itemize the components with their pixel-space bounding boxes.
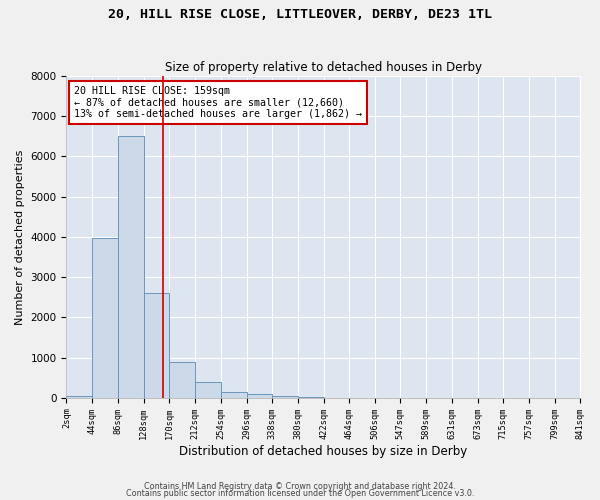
Bar <box>272 396 298 398</box>
Y-axis label: Number of detached properties: Number of detached properties <box>15 149 25 324</box>
Bar <box>195 382 221 398</box>
Title: Size of property relative to detached houses in Derby: Size of property relative to detached ho… <box>165 60 482 74</box>
Text: 20 HILL RISE CLOSE: 159sqm
← 87% of detached houses are smaller (12,660)
13% of : 20 HILL RISE CLOSE: 159sqm ← 87% of deta… <box>74 86 362 119</box>
Bar <box>143 293 169 398</box>
Bar <box>169 362 195 398</box>
Bar <box>118 136 143 398</box>
Bar <box>221 392 247 398</box>
Text: Contains public sector information licensed under the Open Government Licence v3: Contains public sector information licen… <box>126 490 474 498</box>
X-axis label: Distribution of detached houses by size in Derby: Distribution of detached houses by size … <box>179 444 467 458</box>
Bar <box>247 394 272 398</box>
Text: 20, HILL RISE CLOSE, LITTLEOVER, DERBY, DE23 1TL: 20, HILL RISE CLOSE, LITTLEOVER, DERBY, … <box>108 8 492 20</box>
Text: Contains HM Land Registry data © Crown copyright and database right 2024.: Contains HM Land Registry data © Crown c… <box>144 482 456 491</box>
Bar <box>67 396 92 398</box>
Bar <box>92 238 118 398</box>
